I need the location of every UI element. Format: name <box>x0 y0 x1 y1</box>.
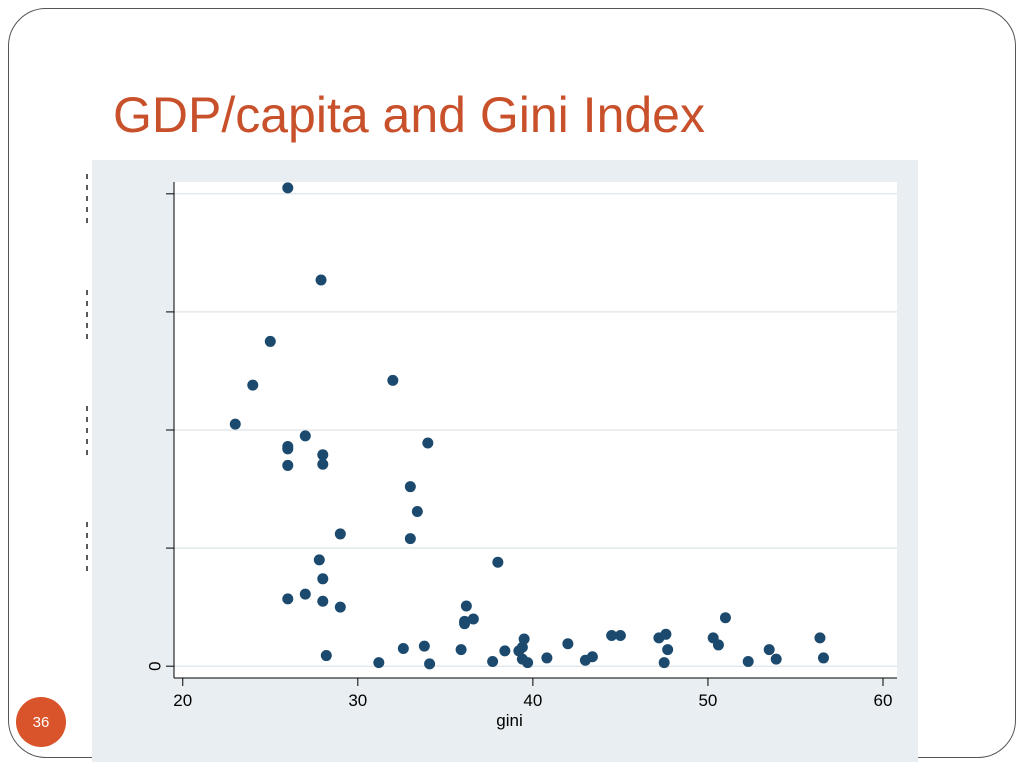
data-point <box>299 430 311 442</box>
data-point <box>282 593 294 605</box>
data-point <box>518 633 530 645</box>
data-point <box>770 653 782 665</box>
data-point <box>320 650 332 662</box>
x-tick-label: 50 <box>698 691 717 710</box>
data-point <box>282 443 294 455</box>
data-point <box>487 655 499 667</box>
data-point <box>499 645 511 657</box>
chart-area: 0 20 30 40 50 60 gini <box>92 160 918 762</box>
data-point <box>586 651 598 663</box>
x-tick-label: 60 <box>874 691 893 710</box>
data-point <box>817 652 829 664</box>
data-point <box>742 655 754 667</box>
data-point <box>614 629 626 641</box>
data-point <box>404 533 416 545</box>
data-point <box>418 640 430 652</box>
x-axis-label: gini <box>496 711 522 730</box>
data-point <box>317 595 329 607</box>
data-point <box>541 652 553 664</box>
data-point <box>334 528 346 540</box>
data-point <box>264 335 276 347</box>
x-tick-label: 30 <box>348 691 367 710</box>
data-point <box>424 658 436 670</box>
cropped-y-tick-labels <box>86 174 88 574</box>
scatter-chart: 0 20 30 40 50 60 gini <box>145 182 897 730</box>
data-point <box>317 449 329 461</box>
data-point <box>606 629 618 641</box>
x-tick-label: 20 <box>173 691 192 710</box>
data-point <box>229 418 241 430</box>
data-point <box>397 642 409 654</box>
data-point <box>422 437 434 449</box>
data-point <box>516 641 528 653</box>
data-point <box>313 554 325 566</box>
data-point <box>660 628 672 640</box>
data-point <box>459 618 471 630</box>
data-point <box>299 588 311 600</box>
data-point <box>317 573 329 585</box>
data-point <box>411 505 423 517</box>
data-point <box>317 458 329 470</box>
data-point <box>282 459 294 471</box>
data-point <box>712 639 724 651</box>
y-tick-label: 0 <box>145 661 164 670</box>
data-point <box>719 612 731 624</box>
data-point <box>373 657 385 669</box>
data-point <box>492 556 504 568</box>
x-tick-label: 40 <box>523 691 542 710</box>
data-point <box>467 613 479 625</box>
data-point <box>315 274 327 286</box>
data-point <box>522 657 534 669</box>
data-point <box>658 657 670 669</box>
data-point <box>455 644 467 656</box>
slide-title: GDP/capita and Gini Index <box>113 87 705 143</box>
data-point <box>247 379 259 391</box>
data-point <box>662 644 674 656</box>
data-point <box>562 638 574 650</box>
data-point <box>282 182 294 194</box>
data-point <box>387 374 399 386</box>
data-point <box>814 632 826 644</box>
data-point <box>334 601 346 613</box>
page-number-badge: 36 <box>16 697 66 747</box>
data-point <box>404 481 416 493</box>
data-point <box>460 600 472 612</box>
data-point <box>763 644 775 656</box>
